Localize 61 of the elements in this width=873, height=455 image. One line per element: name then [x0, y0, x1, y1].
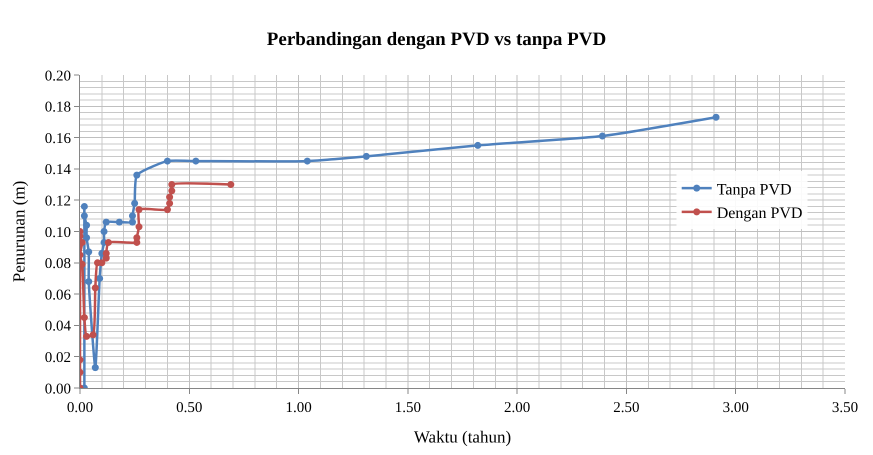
point: [304, 158, 311, 165]
point: [164, 158, 171, 165]
point: [116, 218, 123, 226]
point: [128, 218, 136, 226]
point: [192, 158, 200, 165]
x-tick-label: 0.50: [176, 400, 202, 416]
x-tick-label: 1.00: [285, 400, 312, 416]
point: [131, 200, 138, 207]
legend-label: Dengan PVD: [716, 205, 802, 222]
point: [104, 238, 112, 246]
y-tick-label: 0.08: [44, 256, 71, 272]
point: [598, 132, 606, 140]
point: [474, 142, 482, 149]
x-tick-label: 3.00: [722, 400, 749, 416]
point: [92, 364, 99, 372]
x-tick-label: 1.50: [394, 400, 421, 416]
point: [92, 284, 99, 292]
point: [80, 314, 88, 322]
point: [102, 250, 110, 257]
x-axis-title: Waktu (tahun): [414, 427, 512, 446]
y-axis-title: Penurunan (m): [9, 180, 28, 282]
point: [83, 332, 90, 340]
y-tick-label: 0.02: [44, 350, 71, 366]
y-tick-label: 0.10: [44, 224, 71, 241]
point: [80, 212, 88, 220]
point: [168, 181, 176, 188]
y-tick-label: 0.00: [44, 381, 71, 398]
chart-title: Perbandingan dengan PVD vs tanpa PVD: [266, 29, 606, 50]
y-tick-label: 0.12: [44, 193, 71, 210]
point: [102, 218, 110, 226]
point: [166, 200, 174, 207]
y-tick-label: 0.04: [44, 318, 72, 335]
x-tick-label: 0.00: [66, 400, 94, 416]
y-tick-label: 0.20: [44, 68, 71, 84]
point: [166, 194, 174, 201]
point: [133, 172, 140, 179]
y-tick-label: 0.18: [44, 100, 71, 116]
point: [100, 228, 108, 235]
point: [136, 206, 143, 214]
point: [83, 222, 90, 229]
point: [362, 152, 370, 160]
point: [90, 331, 97, 338]
x-tick-label: 2.00: [504, 400, 530, 416]
point: [168, 187, 176, 194]
legend-label: Tanpa PVD: [716, 181, 792, 198]
y-tick-label: 0.06: [44, 287, 72, 304]
point: [80, 202, 88, 210]
point: [96, 274, 104, 282]
point: [136, 223, 143, 230]
x-tick-label: 2.50: [613, 400, 640, 416]
y-tick-label: 0.14: [44, 162, 72, 178]
y-tick-label: 0.16: [44, 130, 72, 147]
point: [85, 278, 92, 286]
point: [133, 234, 140, 242]
point: [164, 206, 171, 214]
point: [128, 212, 136, 220]
point: [83, 234, 90, 242]
point: [227, 181, 234, 188]
x-tick-label: 3.50: [832, 400, 858, 416]
point: [712, 114, 720, 121]
point: [85, 248, 92, 256]
